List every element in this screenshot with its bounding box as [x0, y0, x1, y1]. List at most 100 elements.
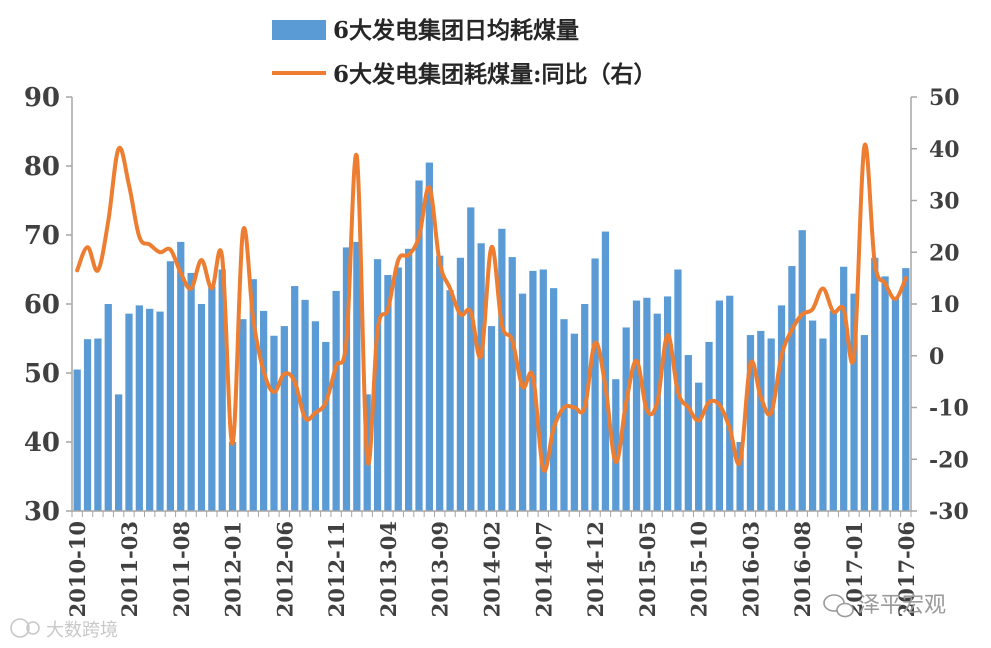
- bar-2012-01: [228, 442, 237, 511]
- bar-2016-02: [736, 442, 744, 511]
- legend-label-line: 6大发电集团耗煤量:同比（右）: [333, 61, 657, 88]
- bar-2015-11: [705, 341, 713, 511]
- right-tick-label-40: 40: [929, 137, 960, 163]
- bar-2011-02: [114, 394, 123, 511]
- bar-2011-03: [125, 313, 133, 511]
- bar-2016-06: [777, 305, 786, 511]
- bar-2016-05: [767, 338, 775, 511]
- bar-2016-08: [798, 230, 806, 512]
- bar-2012-07: [291, 286, 299, 511]
- yoy-line: [75, 142, 908, 473]
- bar-2012-03: [249, 279, 257, 511]
- bar-2014-02: [487, 326, 496, 511]
- bar-2013-05: [394, 267, 402, 511]
- x-tick-label-2011-03: 2011-03: [117, 521, 142, 617]
- bar-2017-04: [881, 276, 889, 511]
- bar-2013-04: [384, 275, 392, 511]
- bar-2011-07: [166, 261, 175, 511]
- bar-2012-10: [322, 341, 330, 511]
- bar-2015-07: [663, 296, 672, 511]
- watermark-dashujiajing: 大数跨境: [46, 620, 118, 641]
- bar-2017-06: [902, 268, 910, 511]
- left-tick-label-40: 40: [24, 428, 60, 458]
- right-tick-label-0: 0: [929, 344, 944, 370]
- bar-2016-09: [808, 320, 817, 511]
- bar-2013-10: [446, 290, 454, 511]
- bar-2013-03: [373, 259, 382, 511]
- bar-2013-11: [456, 257, 465, 511]
- bar-2014-05: [518, 293, 527, 511]
- bar-2016-04: [757, 330, 765, 511]
- wechat-icon: [823, 594, 854, 618]
- bar-2016-01: [726, 295, 734, 511]
- x-tick-label-2014-07: 2014-07: [531, 521, 556, 617]
- bar-2016-11: [829, 310, 837, 511]
- bar-2016-12: [840, 266, 848, 511]
- bar-2014-06: [529, 270, 537, 511]
- bar-2017-02: [860, 335, 869, 511]
- left-tick-label-70: 70: [24, 221, 60, 251]
- bar-2012-06: [280, 326, 288, 511]
- bar-2014-03: [498, 228, 506, 512]
- bar-2012-12: [342, 247, 351, 512]
- watermark-zepinghongguan: 泽平宏观: [858, 593, 946, 618]
- bar-2014-10: [570, 333, 578, 511]
- bar-2011-10: [197, 304, 206, 511]
- right-tick-label--20: -20: [929, 447, 969, 473]
- left-tick-label-50: 50: [24, 359, 60, 389]
- left-tick-label-90: 90: [24, 83, 60, 113]
- bar-2016-07: [788, 266, 796, 511]
- dashujiajing-logo-icon: [10, 618, 40, 638]
- right-tick-label--30: -30: [929, 499, 969, 525]
- bar-2012-04: [260, 310, 268, 511]
- bar-2014-01: [477, 243, 485, 511]
- bar-2017-03: [871, 257, 879, 511]
- bar-2010-12: [94, 338, 102, 511]
- left-tick-label-80: 80: [24, 152, 60, 182]
- x-tick-label-2016-08: 2016-08: [790, 521, 815, 617]
- x-tick-label-2012-06: 2012-06: [272, 521, 297, 617]
- bar-2014-04: [508, 257, 516, 511]
- left-tick-label-30: 30: [24, 497, 60, 527]
- x-tick-label-2013-09: 2013-09: [428, 521, 453, 617]
- bar-2014-09: [560, 319, 568, 511]
- bar-2017-05: [891, 297, 900, 511]
- bar-2011-01: [104, 304, 112, 511]
- x-tick-label-2017-01: 2017-01: [842, 521, 867, 617]
- bar-2016-10: [819, 338, 827, 511]
- bar-2013-06: [405, 248, 413, 512]
- x-tick-label-2015-10: 2015-10: [687, 521, 712, 617]
- right-tick-label-10: 10: [929, 292, 960, 318]
- right-tick-label-20: 20: [929, 240, 960, 266]
- bar-2011-04: [135, 305, 143, 511]
- legend: 6大发电集团日均耗煤量 6大发电集团耗煤量:同比（右）: [272, 17, 657, 88]
- x-tick-label-2017-06: 2017-06: [894, 521, 919, 617]
- bar-2013-08: [425, 162, 433, 512]
- right-tick-label--10: -10: [929, 396, 969, 422]
- bar-2015-03: [622, 327, 630, 511]
- legend-label-bar: 6大发电集团日均耗煤量: [333, 17, 579, 44]
- bar-2015-04: [632, 300, 641, 511]
- bar-2011-12: [218, 269, 226, 511]
- x-tick-label-2012-11: 2012-11: [324, 521, 349, 617]
- left-tick-label-60: 60: [24, 290, 60, 320]
- bar-2013-07: [415, 180, 423, 512]
- line-series: [75, 142, 908, 473]
- x-tick-label-2013-04: 2013-04: [376, 521, 401, 617]
- bar-2011-06: [156, 311, 164, 511]
- bar-2013-12: [467, 207, 475, 511]
- bar-2012-05: [270, 335, 278, 511]
- bar-2012-08: [301, 299, 309, 511]
- axes: 30 40 50 60 70 80 90 -30 -20 -10 0 10 20 30 40 50: [24, 83, 969, 527]
- bar-2010-11: [83, 339, 92, 511]
- x-tick-label-2015-05: 2015-05: [635, 521, 660, 617]
- bar-2013-09: [436, 255, 444, 511]
- bar-2014-12: [591, 258, 599, 511]
- bar-2011-08: [177, 241, 185, 511]
- x-tick-label-2014-02: 2014-02: [480, 521, 505, 617]
- bar-2011-09: [187, 272, 195, 511]
- x-tick-label-2016-03: 2016-03: [739, 521, 764, 617]
- bar-2014-08: [550, 288, 558, 511]
- x-tick-label-2014-12: 2014-12: [583, 521, 608, 617]
- x-tick-label-2010-10: 2010-10: [65, 521, 90, 617]
